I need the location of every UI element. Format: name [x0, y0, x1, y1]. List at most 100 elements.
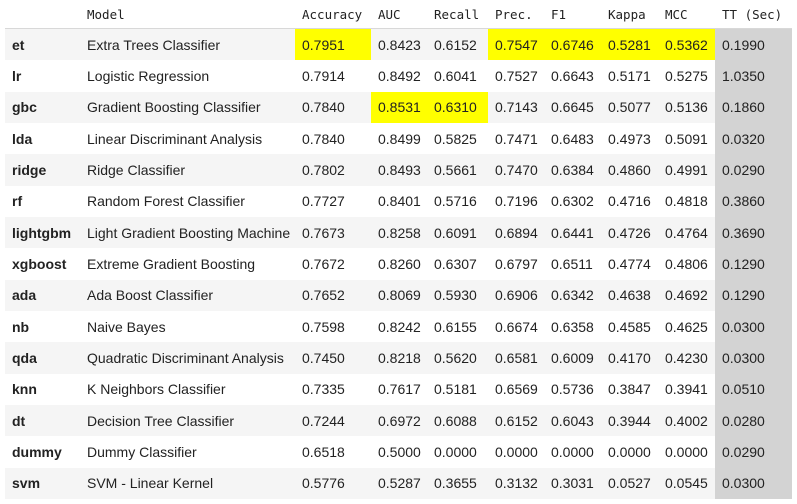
metric-cell: 0.3132 [488, 467, 544, 500]
metric-cell: 0.6358 [551, 318, 594, 335]
metric-cell: 0.4638 [601, 279, 658, 312]
model-id: xgboost [12, 256, 67, 273]
metric-cell: 0.5275 [665, 68, 708, 85]
model-name: Logistic Regression [87, 68, 210, 85]
metric-cell: 0.6746 [544, 28, 601, 61]
metric-cell: 0.5171 [608, 68, 651, 85]
metric-cell: 0.1990 [715, 28, 792, 61]
metric-cell: 0.1290 [715, 248, 792, 280]
metric-cell: 0.6674 [495, 318, 538, 335]
model-id: ridge [5, 154, 80, 186]
metric-cell: 0.7471 [495, 130, 538, 147]
metric-cell: 0.7470 [488, 154, 544, 186]
metric-cell: 0.7143 [488, 91, 544, 124]
column-header-kappa: Kappa [601, 0, 658, 29]
metric-cell: 0.4002 [658, 405, 715, 437]
table-row: et Extra Trees Classifier 0.7951 0.8423 0.61… [5, 28, 792, 61]
table-row: nb Naive Bayes 0.7598 0.8242 0.6155 0.6674 0.6… [5, 311, 792, 343]
model-id: lightgbm [5, 217, 80, 249]
metric-cell: 0.0000 [551, 444, 594, 461]
metric-cell: 0.6797 [495, 256, 538, 273]
metric-cell: 0.8531 [371, 91, 427, 124]
metric-cell: 0.7547 [488, 28, 544, 61]
metric-cell: 0.4716 [608, 193, 651, 210]
metric-cell: 0.5776 [295, 467, 371, 500]
model-name: Random Forest Classifier [87, 193, 245, 210]
model-id: knn [12, 381, 37, 398]
column-header-model: Model [80, 0, 295, 29]
metric-cell: 0.0000 [608, 444, 651, 461]
metric-cell: 0.6302 [551, 193, 594, 210]
metric-cell: 0.6518 [302, 444, 345, 461]
metric-cell: 0.5000 [378, 444, 421, 461]
header-row: Model Accuracy AUC Recall Prec. F1 Kappa MCC TT … [5, 0, 792, 29]
metric-cell: 0.6441 [544, 217, 601, 249]
metric-cell: 0.4764 [658, 217, 715, 249]
table-row: ridge Ridge Classifier 0.7802 0.8493 0.5661 0… [5, 154, 792, 186]
metric-cell: 0.5136 [658, 91, 715, 124]
model-id: qda [5, 342, 80, 374]
metric-cell: 0.4585 [608, 318, 651, 335]
metric-cell: 0.6581 [488, 342, 544, 374]
metric-cell: 0.7673 [295, 217, 371, 249]
table-row: qda Quadratic Discriminant Analysis 0.7450… [5, 342, 792, 374]
metric-cell: 0.7244 [295, 405, 371, 437]
metric-cell: 0.6310 [427, 91, 488, 124]
model-name: Light Gradient Boosting Machine [80, 217, 295, 249]
metric-cell: 0.0000 [495, 444, 538, 461]
model-name: K Neighbors Classifier [87, 381, 226, 398]
metric-cell: 0.5091 [665, 130, 708, 147]
metric-cell: 0.7802 [295, 154, 371, 186]
metric-cell: 0.7196 [495, 193, 538, 210]
metric-cell: 0.7672 [302, 256, 345, 273]
table-row: dummy Dummy Classifier 0.6518 0.5000 0.0000 0… [5, 436, 792, 468]
metric-cell: 0.1290 [715, 279, 792, 312]
table-row: lr Logistic Regression 0.7914 0.8492 0.6041 0… [5, 60, 792, 92]
metric-cell: 0.7727 [302, 193, 345, 210]
table-row: ada Ada Boost Classifier 0.7652 0.8069 0.593… [5, 279, 792, 312]
model-id: svm [5, 467, 80, 500]
metric-cell: 0.0000 [434, 444, 477, 461]
metric-cell: 0.7840 [295, 91, 371, 124]
column-header-index [5, 0, 80, 29]
model-comparison-table: Model Accuracy AUC Recall Prec. F1 Kappa MCC TT … [5, 0, 792, 500]
metric-cell: 0.5287 [371, 467, 427, 500]
metric-cell: 0.0000 [665, 444, 708, 461]
metric-cell: 0.6009 [544, 342, 601, 374]
metric-cell: 0.7652 [295, 279, 371, 312]
metric-cell: 0.4806 [665, 256, 708, 273]
model-id: dt [5, 405, 80, 437]
metric-cell: 0.6091 [427, 217, 488, 249]
model-name: Extreme Gradient Boosting [87, 256, 256, 273]
metric-cell: 0.6041 [434, 68, 477, 85]
model-id: nb [12, 318, 30, 335]
metric-cell: 0.8218 [371, 342, 427, 374]
model-id: rf [12, 193, 23, 210]
metric-cell: 0.0527 [601, 467, 658, 500]
metric-cell: 0.4860 [601, 154, 658, 186]
metric-cell: 0.6511 [551, 256, 593, 273]
column-header-mcc: MCC [658, 0, 715, 29]
column-header-tt-sec: TT (Sec) [715, 0, 792, 29]
metric-cell: 0.7951 [295, 28, 371, 61]
metric-cell: 0.7527 [495, 68, 538, 85]
metric-cell: 0.0290 [715, 154, 792, 186]
metric-cell: 0.5620 [427, 342, 488, 374]
metric-cell: 0.5736 [551, 381, 594, 398]
metric-cell: 0.6972 [371, 405, 427, 437]
model-name: Quadratic Discriminant Analysis [80, 342, 295, 374]
model-name: SVM - Linear Kernel [80, 467, 295, 500]
table-row: rf Random Forest Classifier 0.7727 0.8401 0.… [5, 185, 792, 218]
table-row: lightgbm Light Gradient Boosting Machine 0… [5, 217, 792, 249]
table-row: svm SVM - Linear Kernel 0.5776 0.5287 0.3655… [5, 467, 792, 500]
metric-cell: 0.0320 [715, 123, 792, 155]
metric-cell: 0.5077 [601, 91, 658, 124]
metric-cell: 0.5181 [434, 381, 477, 398]
metric-cell: 0.8493 [371, 154, 427, 186]
metric-cell: 0.6645 [544, 91, 601, 124]
metric-cell: 0.7914 [302, 68, 345, 85]
model-name: Ridge Classifier [80, 154, 295, 186]
metric-cell: 0.0300 [715, 311, 792, 343]
metric-cell: 0.4774 [608, 256, 651, 273]
metric-cell: 0.0300 [715, 467, 792, 500]
